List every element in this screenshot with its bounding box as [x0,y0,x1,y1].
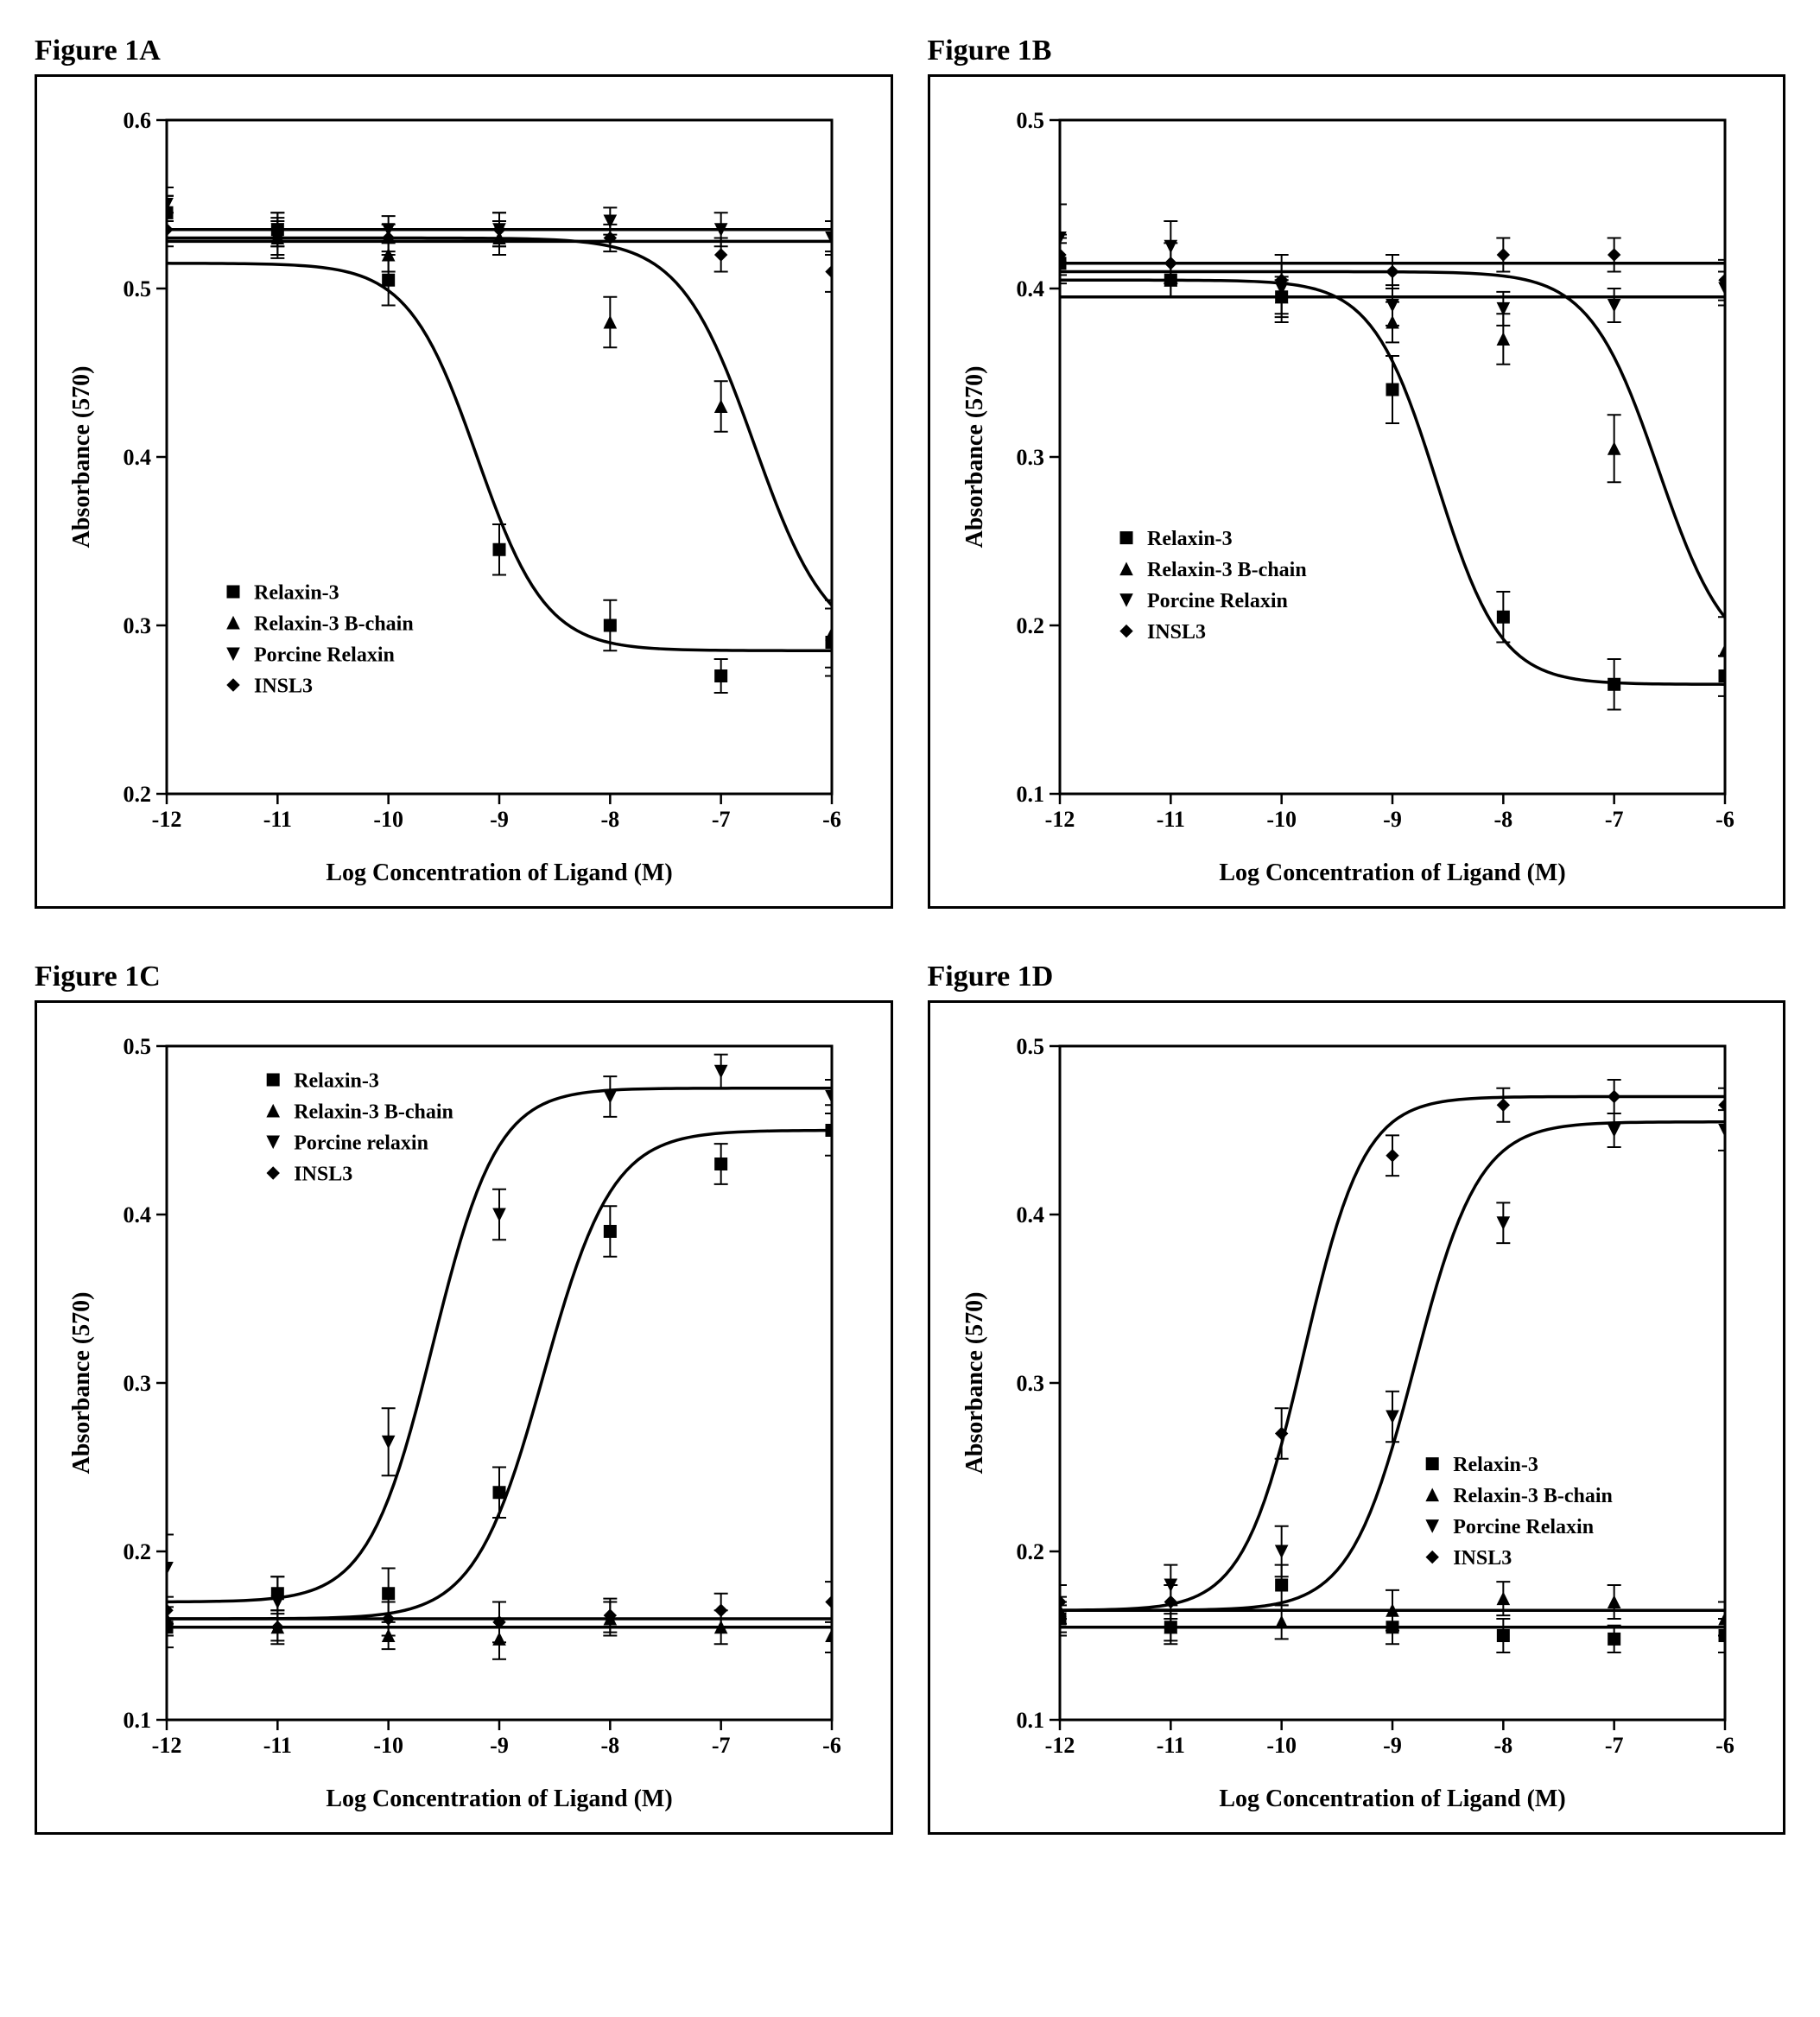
svg-text:-8: -8 [1493,1733,1512,1758]
svg-text:0.3: 0.3 [124,613,152,638]
svg-text:0.2: 0.2 [124,1539,152,1564]
svg-text:INSL3: INSL3 [294,1163,352,1185]
panel-D-chart: -12 -11 -10 -9 -8 -7 -6 0.1 0.2 0.3 0.4 0.5 Log Conc… [928,1000,1786,1835]
svg-text:0.3: 0.3 [124,1371,152,1396]
svg-text:-9: -9 [490,1733,509,1758]
svg-text:0.5: 0.5 [124,276,152,301]
svg-text:0.2: 0.2 [124,782,152,807]
svg-text:0.1: 0.1 [1016,1708,1044,1733]
svg-text:-10: -10 [373,807,403,832]
figure-grid: Figure 1A -12 -11 -10 -9 -8 -7 -6 0.2 0.3 0.4 0.5 0… [35,35,1785,1835]
svg-text:0.4: 0.4 [124,445,152,470]
svg-text:-8: -8 [600,1733,619,1758]
svg-text:Porcine relaxin: Porcine relaxin [294,1132,428,1154]
svg-text:-9: -9 [1383,807,1402,832]
svg-text:-7: -7 [1604,807,1623,832]
svg-text:-8: -8 [600,807,619,832]
svg-text:-11: -11 [1156,1733,1184,1758]
svg-text:0.3: 0.3 [1016,445,1044,470]
svg-text:Porcine Relaxin: Porcine Relaxin [1147,590,1288,612]
svg-text:0.4: 0.4 [124,1202,152,1227]
svg-text:-12: -12 [152,1733,182,1758]
svg-text:0.5: 0.5 [1016,108,1044,133]
svg-text:Log Concentration of Ligand (M: Log Concentration of Ligand (M) [1219,859,1565,886]
svg-text:-6: -6 [822,807,841,832]
panel-B: Figure 1B -12 -11 -10 -9 -8 -7 -6 0.1 0.2 0.3 0.4 0… [928,35,1786,909]
svg-text:0.6: 0.6 [124,108,152,133]
svg-text:-10: -10 [1266,807,1297,832]
svg-text:0.4: 0.4 [1016,1202,1044,1227]
svg-text:Relaxin-3: Relaxin-3 [1453,1454,1538,1476]
svg-text:-6: -6 [1715,807,1734,832]
svg-text:-6: -6 [1715,1733,1734,1758]
panel-D-title: Figure 1D [928,961,1786,993]
svg-text:Porcine Relaxin: Porcine Relaxin [1453,1516,1594,1538]
svg-text:-11: -11 [1156,807,1184,832]
svg-text:Absorbance (570): Absorbance (570) [961,1292,988,1475]
svg-text:Porcine Relaxin: Porcine Relaxin [254,644,395,666]
svg-text:-10: -10 [1266,1733,1297,1758]
svg-text:-8: -8 [1493,807,1512,832]
svg-text:0.3: 0.3 [1016,1371,1044,1396]
svg-text:Relaxin-3 B-chain: Relaxin-3 B-chain [294,1100,453,1123]
panel-B-chart: -12 -11 -10 -9 -8 -7 -6 0.1 0.2 0.3 0.4 0.5 Log Conc… [928,74,1786,909]
svg-text:-7: -7 [712,1733,731,1758]
panel-A: Figure 1A -12 -11 -10 -9 -8 -7 -6 0.2 0.3 0.4 0.5 0… [35,35,893,909]
svg-text:Relaxin-3: Relaxin-3 [1147,528,1233,550]
svg-text:Relaxin-3: Relaxin-3 [294,1069,379,1092]
svg-text:-12: -12 [1044,1733,1075,1758]
svg-text:Log Concentration of Ligand (M: Log Concentration of Ligand (M) [1219,1785,1565,1812]
svg-text:-12: -12 [1044,807,1075,832]
svg-text:INSL3: INSL3 [254,675,313,697]
panel-A-title: Figure 1A [35,35,893,67]
svg-text:0.4: 0.4 [1016,276,1044,301]
svg-text:Absorbance (570): Absorbance (570) [961,366,988,549]
svg-text:0.2: 0.2 [1016,613,1044,638]
svg-text:INSL3: INSL3 [1453,1547,1512,1570]
svg-text:Relaxin-3 B-chain: Relaxin-3 B-chain [254,612,414,635]
svg-text:-9: -9 [490,807,509,832]
svg-text:0.1: 0.1 [124,1708,152,1733]
svg-text:Absorbance (570): Absorbance (570) [68,366,95,549]
svg-text:0.5: 0.5 [1016,1034,1044,1059]
svg-text:-11: -11 [263,807,292,832]
panel-C-title: Figure 1C [35,961,893,993]
svg-text:-6: -6 [822,1733,841,1758]
svg-text:-7: -7 [1604,1733,1623,1758]
svg-text:0.5: 0.5 [124,1034,152,1059]
svg-text:-9: -9 [1383,1733,1402,1758]
svg-text:Log Concentration of Ligand (M: Log Concentration of Ligand (M) [326,1785,672,1812]
svg-text:-7: -7 [712,807,731,832]
svg-text:Relaxin-3: Relaxin-3 [254,581,339,604]
panel-B-title: Figure 1B [928,35,1786,67]
panel-C-chart: -12 -11 -10 -9 -8 -7 -6 0.1 0.2 0.3 0.4 0.5 Log Conc… [35,1000,893,1835]
svg-text:Log Concentration of Ligand (M: Log Concentration of Ligand (M) [326,859,672,886]
svg-text:0.1: 0.1 [1016,782,1044,807]
svg-text:Relaxin-3 B-chain: Relaxin-3 B-chain [1453,1485,1613,1507]
svg-text:-12: -12 [152,807,182,832]
svg-text:0.2: 0.2 [1016,1539,1044,1564]
panel-A-chart: -12 -11 -10 -9 -8 -7 -6 0.2 0.3 0.4 0.5 0.6 Log Conc… [35,74,893,909]
svg-text:-10: -10 [373,1733,403,1758]
svg-text:-11: -11 [263,1733,292,1758]
panel-D: Figure 1D -12 -11 -10 -9 -8 -7 -6 0.1 0.2 0.3 0.4 0… [928,961,1786,1835]
panel-C: Figure 1C -12 -11 -10 -9 -8 -7 -6 0.1 0.2 0.3 0.4 0… [35,961,893,1835]
svg-text:INSL3: INSL3 [1147,621,1206,644]
svg-text:Absorbance (570): Absorbance (570) [68,1292,95,1475]
svg-text:Relaxin-3 B-chain: Relaxin-3 B-chain [1147,559,1307,581]
